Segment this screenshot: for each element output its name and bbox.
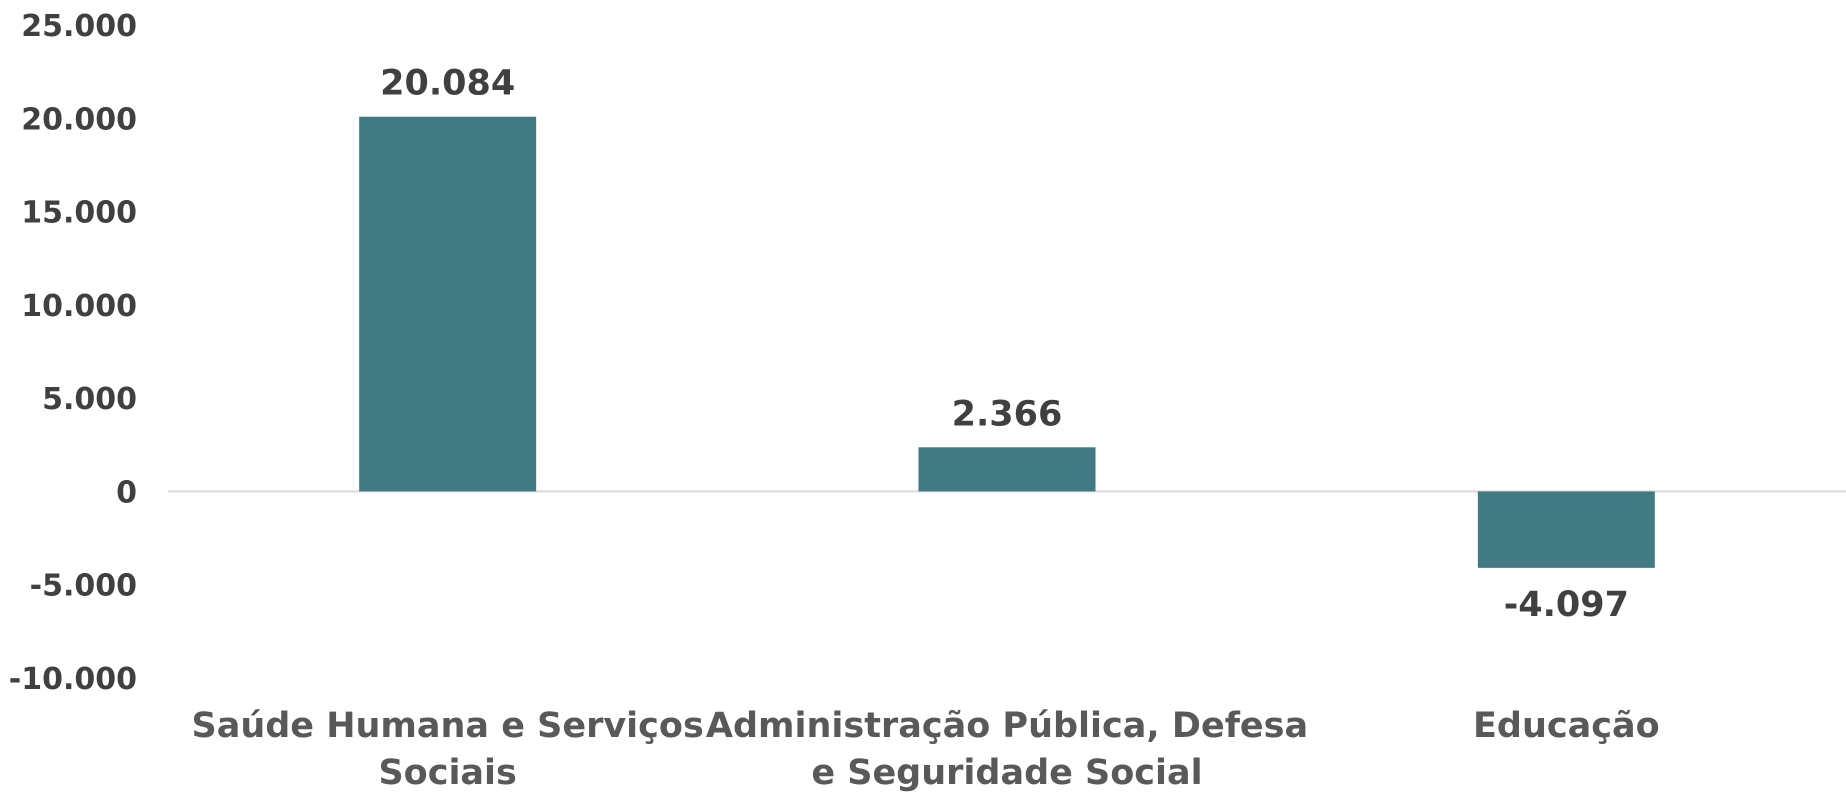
- data-label: 2.366: [952, 394, 1063, 434]
- y-tick-label: 15.000: [21, 196, 137, 231]
- y-tick-label: 5.000: [42, 382, 137, 417]
- data-labels: 20.084 2.366 -4.097: [380, 64, 1629, 625]
- y-tick-label: 20.000: [21, 102, 137, 137]
- data-label: 20.084: [380, 64, 515, 104]
- y-tick-label: -10.000: [9, 662, 137, 697]
- x-category-label: e Seguridade Social: [811, 753, 1202, 792]
- x-category-label: Educação: [1473, 706, 1660, 746]
- bar: [918, 447, 1096, 492]
- y-tick-label: 25.000: [21, 9, 137, 44]
- y-axis-ticks: 25.000 20.000 15.000 10.000 5.000 0 -5.000 -10.…: [9, 9, 137, 697]
- bar: [1477, 491, 1655, 568]
- x-category-label: Sociais: [378, 753, 516, 792]
- x-category-label: Administração Pública, Defesa: [706, 706, 1308, 746]
- bar: [359, 116, 537, 492]
- x-axis-categories: Saúde Humana e Serviços Sociais Administra…: [192, 706, 1660, 792]
- data-label: -4.097: [1504, 585, 1629, 625]
- y-tick-label: -5.000: [30, 569, 137, 604]
- y-tick-label: 10.000: [21, 289, 137, 324]
- x-category-label: Saúde Humana e Serviços: [192, 706, 704, 746]
- bars: [359, 116, 1655, 568]
- y-tick-label: 0: [116, 475, 137, 510]
